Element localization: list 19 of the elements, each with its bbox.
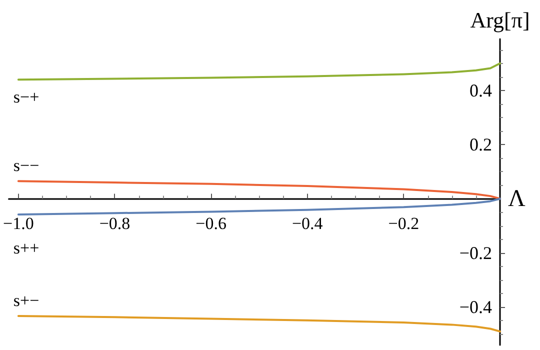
y-tick-label: −0.2 — [459, 242, 492, 263]
x-axis-title: Λ — [508, 186, 526, 212]
series-label: s++ — [13, 238, 40, 258]
series-label: s+− — [13, 291, 40, 310]
x-tick-label: −0.8 — [99, 214, 130, 233]
y-axis-title: Arg[π] — [470, 8, 530, 32]
line-series — [17, 180, 501, 200]
y-tick-label: −0.4 — [459, 297, 492, 318]
x-tick-label: −1.0 — [2, 214, 34, 233]
x-tick-label: −0.6 — [196, 214, 226, 233]
series-label: s−− — [13, 156, 40, 176]
line-series — [17, 315, 501, 332]
line-series — [17, 62, 501, 81]
series-label: s−+ — [13, 88, 40, 107]
x-tick-label: −0.2 — [388, 214, 420, 233]
line-series — [17, 198, 501, 216]
y-tick-label: 0.4 — [470, 80, 492, 100]
x-tick-label: −0.4 — [292, 214, 324, 233]
y-tick-label: 0.2 — [470, 134, 492, 155]
